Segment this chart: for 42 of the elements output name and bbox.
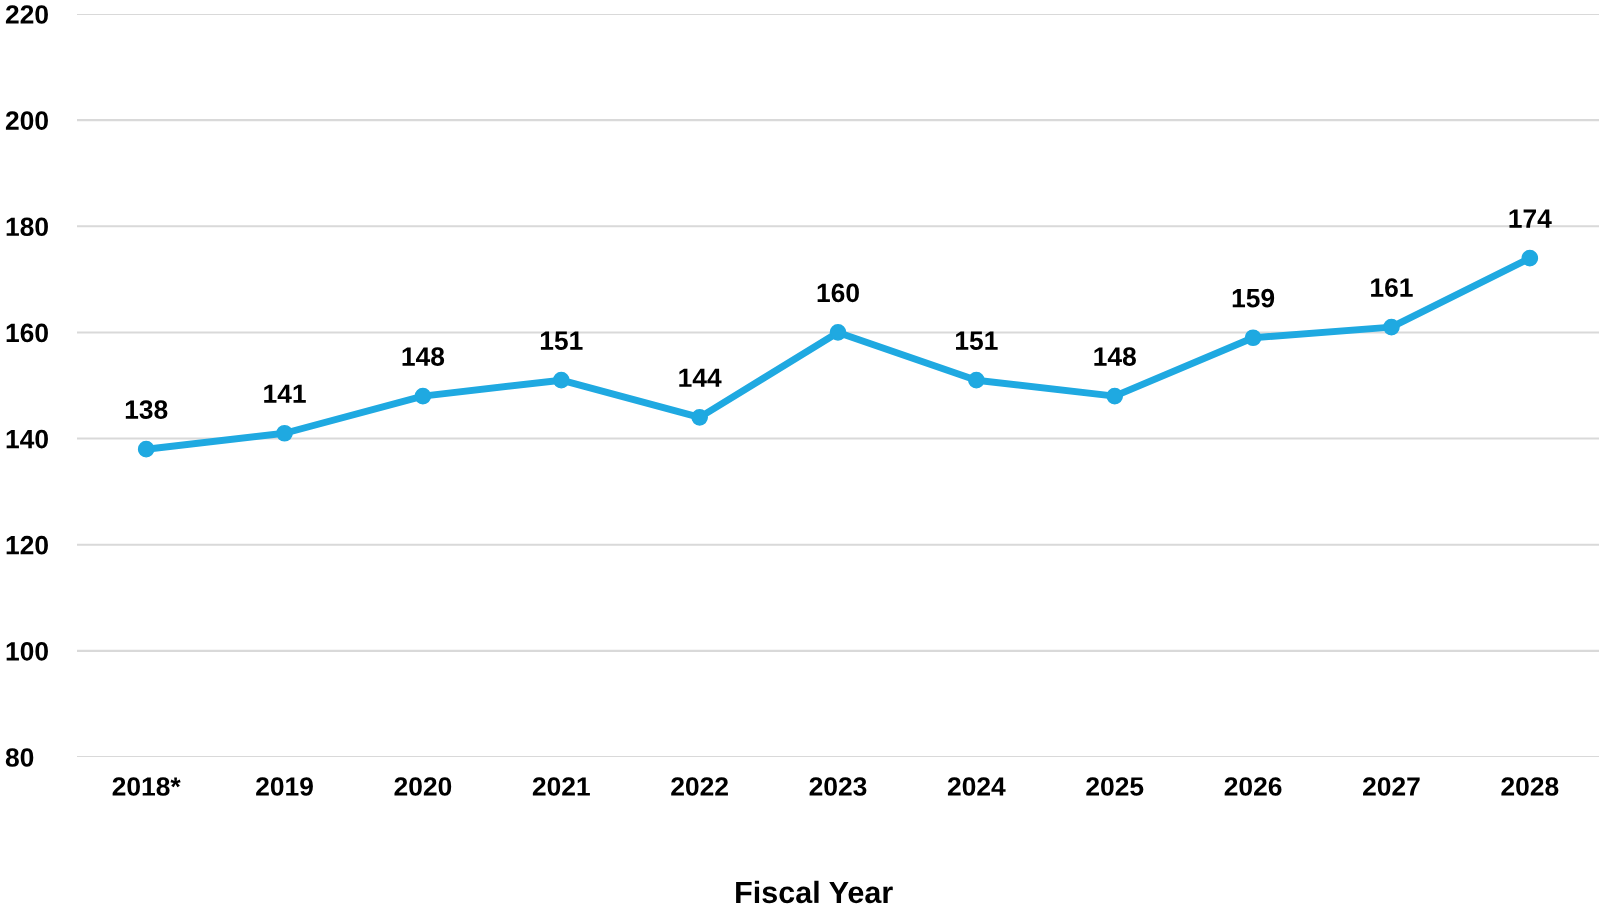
point	[276, 424, 293, 442]
point	[1106, 387, 1124, 405]
point	[1521, 249, 1539, 267]
x-tick-label: 2020	[394, 777, 452, 796]
x-tick-label: 2023	[809, 777, 867, 796]
x-tick-label: 2028	[1501, 777, 1559, 796]
point	[552, 371, 570, 389]
x-tick-label: 2024	[947, 777, 1006, 796]
data-label: 138	[125, 400, 168, 420]
data-label: 141	[264, 384, 306, 403]
data-label: 159	[1232, 288, 1275, 308]
y-tick-label: 120	[6, 535, 48, 555]
y-tick-label: 80	[5, 748, 34, 767]
x-tick-label: 2022	[671, 777, 728, 796]
y-tick-label: 200	[5, 111, 48, 130]
y-tick-label: 100	[6, 641, 48, 661]
point	[829, 324, 847, 341]
point	[1244, 329, 1262, 347]
x-tick-label: 2026	[1224, 777, 1282, 796]
x-tick-label: 2027	[1363, 777, 1420, 796]
data-label: 160	[817, 283, 859, 303]
point	[968, 371, 985, 389]
data-label: 161	[1371, 278, 1413, 297]
x-tick-label: 2021	[532, 777, 590, 796]
data-label: 148	[1094, 347, 1136, 366]
data-label: 144	[679, 368, 722, 387]
data-label: 174	[1509, 209, 1552, 228]
data-label: 151	[540, 331, 583, 350]
y-tick-label: 160	[6, 323, 48, 343]
x-tick-label: 2019	[256, 777, 313, 796]
x-axis-title: Fiscal Year	[736, 880, 893, 904]
data-label: 151	[956, 331, 998, 350]
point	[691, 409, 708, 426]
x-tick-label: 2025	[1086, 777, 1144, 796]
point	[137, 440, 155, 458]
y-tick-label: 180	[6, 217, 48, 237]
x-tick-label: 2018*	[112, 777, 181, 796]
data-label: 148	[402, 347, 445, 366]
point	[1383, 318, 1400, 336]
point	[414, 387, 432, 405]
y-tick-label: 220	[5, 5, 48, 24]
y-tick-label: 140	[6, 429, 48, 449]
